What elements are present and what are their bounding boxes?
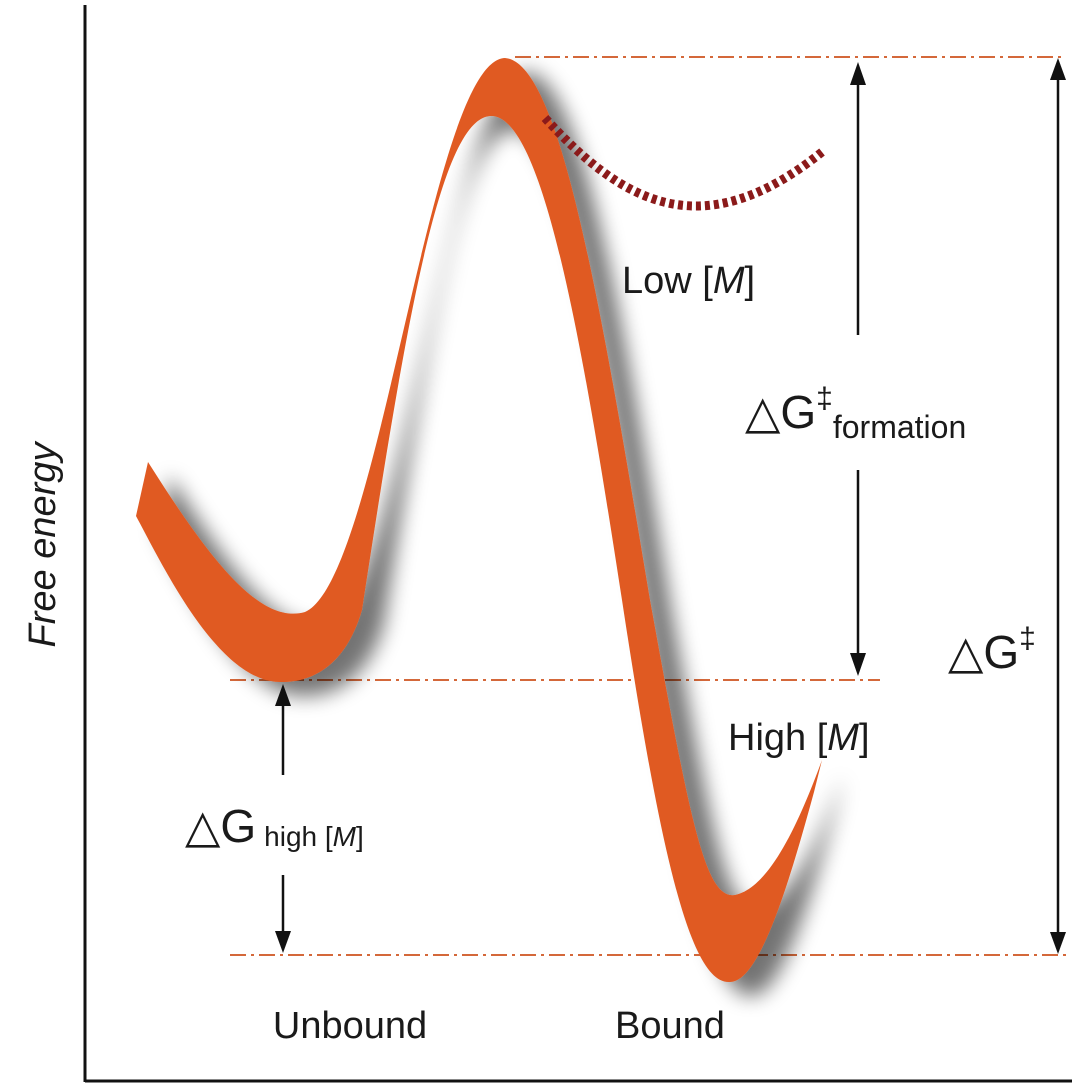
arrowhead: [850, 653, 866, 676]
text: ‡: [816, 382, 833, 415]
arrowhead: [850, 62, 866, 85]
text: ]: [744, 260, 755, 302]
text: M: [713, 260, 745, 302]
text: high [: [264, 821, 333, 852]
arrowhead: [1050, 932, 1066, 954]
text: M: [333, 821, 357, 852]
delta-g-high: △G high [M]: [185, 800, 364, 852]
high-m-label: High [M]: [728, 717, 870, 759]
delta-g-total: △G‡: [948, 622, 1036, 678]
arrowhead: [275, 684, 291, 706]
text: formation: [833, 409, 966, 445]
low-m-curve: [541, 114, 825, 211]
text: ‡: [1019, 622, 1036, 655]
y-axis-label: Free energy: [22, 441, 64, 648]
state-label: Unbound: [273, 1005, 427, 1047]
arrowhead: [1050, 58, 1066, 80]
text: ]: [356, 821, 364, 852]
text: △G: [948, 626, 1019, 678]
text: △G: [745, 386, 816, 438]
state-label: Bound: [615, 1005, 725, 1047]
low-m-label: Low [M]: [622, 260, 755, 302]
delta-g-formation: △G‡formation: [745, 382, 966, 445]
energy-curve: [136, 58, 822, 983]
text: ]: [859, 717, 870, 759]
text: △G: [185, 800, 256, 852]
text: High [: [728, 717, 828, 759]
arrowhead: [275, 931, 291, 953]
text: M: [827, 717, 859, 759]
text: Low [: [622, 260, 713, 302]
